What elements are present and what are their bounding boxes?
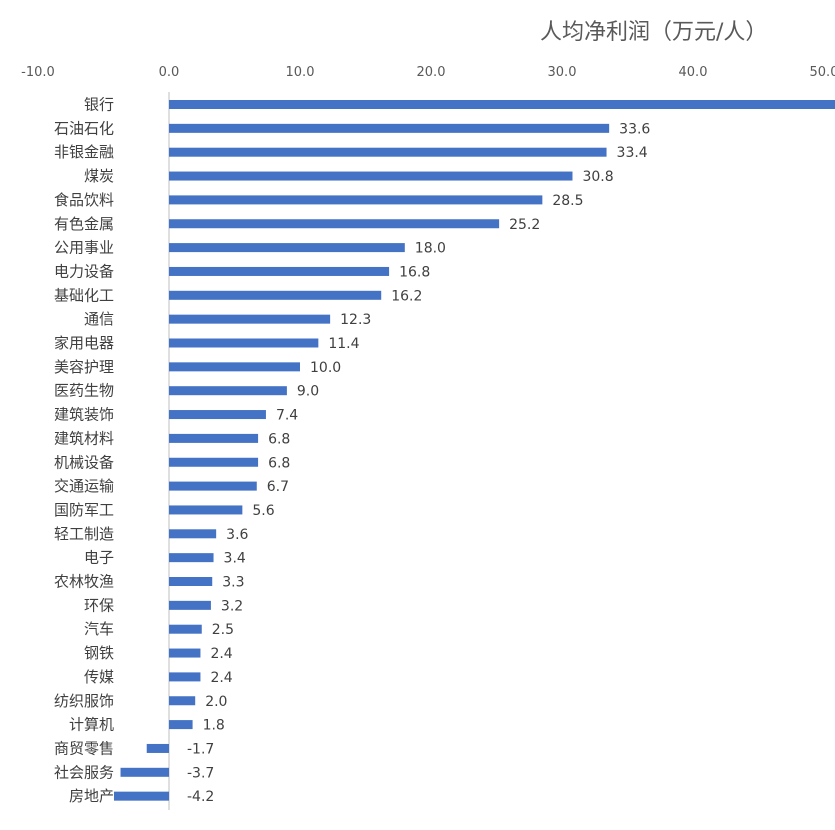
category-label: 煤炭 [84,167,114,185]
category-label: 非银金融 [54,143,114,161]
data-label: 5.6 [252,503,274,519]
data-label: 33.6 [619,121,650,137]
category-label: 电力设备 [54,262,114,280]
category-label: 汽车 [84,620,114,638]
data-label: 7.4 [276,408,298,424]
bar [113,791,169,801]
data-label: 25.2 [509,217,540,233]
category-label: 建筑装饰 [54,406,114,424]
data-label: -1.7 [187,741,214,757]
bar [169,696,196,706]
x-tick-label: 0.0 [159,65,180,80]
x-tick-label: 50.0 [810,65,835,80]
bar [169,457,259,467]
category-label: 电子 [84,549,114,567]
data-label: 3.2 [221,598,243,614]
bar [169,481,257,491]
data-label: 9.0 [297,384,319,400]
bar [169,266,390,276]
category-label: 环保 [84,596,114,614]
bar [120,767,169,777]
data-label: 2.0 [205,694,227,710]
data-label: 11.4 [328,336,359,352]
data-label: -3.7 [187,765,214,781]
category-label: 公用事业 [54,239,114,257]
bar [146,743,169,753]
bar [169,219,500,229]
chart-title: 人均净利润（万元/人） [540,20,768,45]
data-label: 3.4 [224,551,246,567]
data-label: 28.5 [552,193,583,209]
bar [169,338,319,348]
bar [169,171,573,181]
category-label: 医药生物 [54,382,114,400]
bar [169,314,331,324]
category-label: 家用电器 [54,334,114,352]
data-label: 3.3 [222,575,244,591]
bar [169,720,193,730]
bar [169,624,202,634]
bar [169,410,266,420]
bar [169,600,211,610]
x-tick-label: 30.0 [548,65,577,80]
data-label: 18.0 [415,241,446,257]
bar [169,147,607,157]
bar [169,243,405,253]
x-tick-label: 10.0 [286,65,315,80]
category-label: 基础化工 [54,286,114,304]
data-label: 2.4 [210,646,232,662]
data-label: -4.2 [187,789,214,805]
bar [169,529,217,539]
category-label: 纺织服饰 [54,692,114,710]
data-label: 1.8 [203,718,225,734]
bar [169,577,213,586]
data-label: 6.8 [268,431,290,447]
category-label: 钢铁 [84,644,114,662]
category-label: 轻工制造 [54,525,114,543]
bar [169,290,382,300]
category-label: 传媒 [84,668,114,686]
x-tick-label: 40.0 [679,65,708,80]
bar [169,553,214,563]
data-label: 33.4 [617,145,648,161]
data-label: 6.7 [267,479,289,495]
x-tick-label: -10.0 [21,65,55,80]
bar [169,505,243,515]
category-label: 计算机 [69,716,114,734]
data-label: 10.0 [310,360,341,376]
category-label: 食品饮料 [54,191,114,209]
category-label: 有色金属 [54,215,114,233]
category-label: 社会服务 [54,763,114,781]
bar [169,648,201,658]
category-label: 农林牧渔 [54,573,114,591]
data-label: 16.8 [399,264,430,280]
x-tick-label: 20.0 [417,65,446,80]
category-label: 通信 [84,310,114,328]
category-label: 石油石化 [54,119,114,137]
bar [169,195,543,205]
category-label: 交通运输 [54,477,114,495]
bar [169,386,287,396]
category-label: 机械设备 [54,453,114,471]
category-label: 商贸零售 [54,739,114,757]
category-label: 银行 [84,96,114,114]
category-label: 建筑材料 [54,429,114,447]
bar [169,362,300,372]
bar [169,433,259,443]
data-label: 12.3 [340,312,371,328]
bar [169,123,610,133]
data-label: 3.6 [226,527,248,543]
data-label: 30.8 [582,169,613,185]
data-label: 6.8 [268,455,290,471]
data-label: 16.2 [391,288,422,304]
category-label: 美容护理 [54,358,114,376]
category-label: 房地产 [69,787,114,805]
data-label: 2.5 [212,622,234,638]
data-label: 2.4 [210,670,232,686]
category-label: 国防军工 [54,501,114,519]
bar [169,100,835,109]
bar [169,672,201,682]
